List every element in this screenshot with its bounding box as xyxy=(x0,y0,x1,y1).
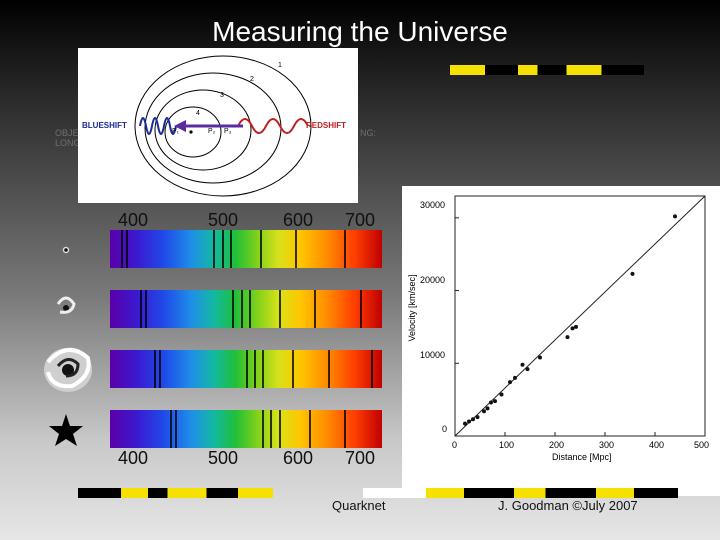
spectrum-strip-4 xyxy=(110,410,382,448)
data-point xyxy=(508,380,512,384)
point-label-3: P₃ xyxy=(224,128,232,135)
ring-label-1: 1 xyxy=(278,62,282,69)
data-point xyxy=(476,415,480,419)
decorative-stripe-bottom-left xyxy=(78,488,273,498)
data-point xyxy=(526,367,530,371)
bottom-axis-label-700: 700 xyxy=(345,448,375,469)
top-axis-label-400: 400 xyxy=(118,210,148,231)
galaxy-point-icon xyxy=(64,248,69,253)
point-label-1: P₁ xyxy=(172,128,179,135)
x-tick-400: 400 xyxy=(649,440,664,450)
spectrum-strip-3 xyxy=(110,350,382,388)
bottom-axis-label-600: 600 xyxy=(283,448,313,469)
large-spiral-galaxy-icon xyxy=(44,348,92,392)
data-point xyxy=(493,399,497,403)
data-point xyxy=(521,363,525,367)
decorative-stripe-bottom-right xyxy=(363,488,678,498)
footer-org: Quarknet xyxy=(332,498,385,513)
red-wave xyxy=(238,119,308,133)
data-point xyxy=(489,401,493,405)
ghost-text-right: NG: xyxy=(360,128,376,138)
spectrum-strip-1 xyxy=(110,230,382,268)
data-point xyxy=(571,326,575,330)
data-point xyxy=(673,214,677,218)
blueshift-label: BLUESHIFT xyxy=(82,121,127,130)
doppler-diagram: BLUESHIFT REDSHIFT 1 2 3 4 P₁ P₂ P₃ xyxy=(78,48,358,203)
data-point xyxy=(482,409,486,413)
fit-line xyxy=(455,196,705,436)
small-spiral-galaxy-icon xyxy=(58,298,74,312)
ring-label-3: 3 xyxy=(220,92,224,99)
data-point xyxy=(467,419,471,423)
x-axis-label: Distance [Mpc] xyxy=(552,452,612,462)
ring-label-2: 2 xyxy=(250,76,254,83)
spectrum-strip-2 xyxy=(110,290,382,328)
top-axis-label-500: 500 xyxy=(208,210,238,231)
y-tick-30000: 30000 xyxy=(420,200,445,210)
redshift-label: REDSHIFT xyxy=(306,121,346,130)
y-axis-label: Velocity [km/sec] xyxy=(407,258,417,358)
footer-credit: J. Goodman ©July 2007 xyxy=(498,498,638,513)
x-tick-0: 0 xyxy=(452,440,457,450)
wavefront-ring-3 xyxy=(155,90,251,170)
source-point xyxy=(189,130,192,133)
point-label-2: P₂ xyxy=(208,128,215,135)
slide-title: Measuring the Universe xyxy=(0,16,720,48)
data-point xyxy=(631,272,635,276)
data-point xyxy=(471,417,475,421)
top-axis-label-700: 700 xyxy=(345,210,375,231)
y-tick-0: 0 xyxy=(442,424,447,434)
y-tick-10000: 10000 xyxy=(420,350,445,360)
galaxy-icons xyxy=(40,230,100,450)
x-tick-300: 300 xyxy=(599,440,614,450)
ring-label-4: 4 xyxy=(196,110,200,117)
data-points xyxy=(463,214,677,425)
y-tick-20000: 20000 xyxy=(420,275,445,285)
data-point xyxy=(574,325,578,329)
data-point xyxy=(513,376,517,380)
x-tick-200: 200 xyxy=(549,440,564,450)
data-point xyxy=(538,355,542,359)
data-point xyxy=(486,406,490,410)
decorative-stripe-top xyxy=(450,65,644,75)
x-tick-100: 100 xyxy=(499,440,514,450)
data-point xyxy=(463,422,467,426)
x-tick-500: 500 xyxy=(694,440,709,450)
hubble-diagram: 0 10000 20000 30000 0 100 200 300 400 50… xyxy=(402,186,720,496)
data-point xyxy=(500,393,504,397)
star-icon xyxy=(49,414,83,446)
bottom-axis-label-400: 400 xyxy=(118,448,148,469)
data-point xyxy=(566,335,570,339)
top-axis-label-600: 600 xyxy=(283,210,313,231)
bottom-axis-label-500: 500 xyxy=(208,448,238,469)
